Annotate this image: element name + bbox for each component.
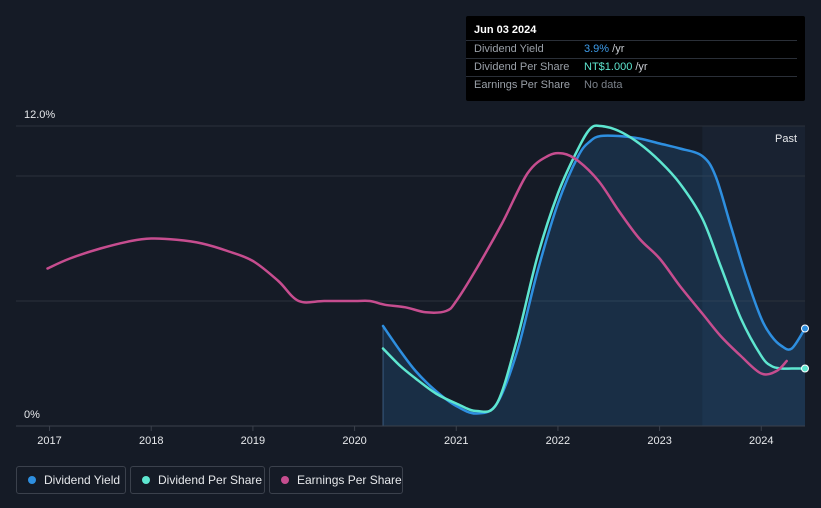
y-axis-labels: 12.0% 0%	[24, 109, 55, 421]
tooltip-label: Dividend Per Share	[474, 61, 570, 73]
legend-item-dividend-yield[interactable]: Dividend Yield	[16, 466, 126, 494]
tooltip-date: Jun 03 2024	[474, 24, 537, 36]
series-line-earnings-per-share	[46, 151, 788, 376]
x-tick-label: 2017	[37, 435, 61, 447]
tooltip-label: Dividend Yield	[474, 43, 544, 55]
y-tick-label: 12.0%	[24, 109, 55, 121]
x-axis-ticks: 2017 2018 2019 2020 2021 2022 2023 2024	[37, 426, 774, 447]
tooltip-label: Earnings Per Share	[474, 79, 570, 91]
legend-label: Earnings Per Share	[297, 473, 402, 487]
x-tick-label: 2024	[749, 435, 773, 447]
hover-tooltip: Jun 03 2024 Dividend Yield 3.9% /yr Divi…	[466, 16, 805, 101]
end-marker-dividend-yield	[801, 324, 809, 333]
legend-label: Dividend Per Share	[158, 473, 263, 487]
series-line-dividend-per-share	[381, 124, 807, 414]
legend-dot-icon	[28, 476, 36, 484]
dividend-yield-area	[383, 135, 805, 426]
x-tick-label: 2018	[139, 435, 163, 447]
x-tick-label: 2019	[241, 435, 265, 447]
tooltip-value: 3.9% /yr	[584, 43, 625, 55]
x-tick-label: 2020	[342, 435, 366, 447]
legend-dot-icon	[281, 476, 289, 484]
legend-dot-icon	[142, 476, 150, 484]
end-marker-dividend-per-share	[801, 364, 809, 373]
tooltip-value: No data	[584, 79, 623, 91]
series-end-markers	[801, 324, 809, 373]
legend-item-earnings-per-share[interactable]: Earnings Per Share	[269, 466, 403, 494]
tooltip-row-dividend-yield: Dividend Yield 3.9% /yr	[466, 40, 797, 58]
series-line-dividend-yield	[381, 134, 807, 415]
x-tick-label: 2021	[444, 435, 468, 447]
x-tick-label: 2023	[647, 435, 671, 447]
legend-label: Dividend Yield	[44, 473, 121, 487]
tooltip-value: NT$1.000 /yr	[584, 61, 648, 73]
y-tick-label: 0%	[24, 409, 40, 421]
past-label: Past	[775, 133, 797, 145]
series-lines	[46, 124, 807, 415]
x-tick-label: 2022	[546, 435, 570, 447]
tooltip-row-earnings-per-share: Earnings Per Share No data	[466, 76, 797, 94]
tooltip-row-dividend-per-share: Dividend Per Share NT$1.000 /yr	[466, 58, 797, 76]
legend-item-dividend-per-share[interactable]: Dividend Per Share	[130, 466, 265, 494]
